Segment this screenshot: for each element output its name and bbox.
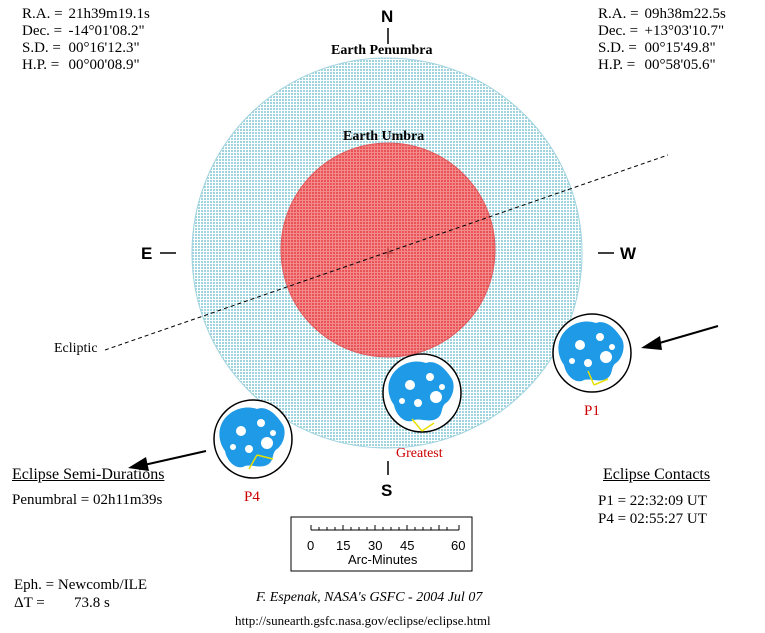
durations-heading: Eclipse Semi-Durations bbox=[12, 466, 165, 483]
sun-hp-label: H.P. = bbox=[22, 57, 60, 73]
ephemeris: Eph. = Newcomb/ILE bbox=[14, 577, 148, 593]
moon-sd-label: S.D. = bbox=[598, 40, 637, 56]
compass-north: N bbox=[381, 7, 394, 26]
delta-t-value: 73.8 s bbox=[74, 595, 110, 611]
sun-sd-label: S.D. = bbox=[22, 40, 61, 56]
source-url: http://sunearth.gsfc.nasa.gov/eclipse/ec… bbox=[235, 613, 491, 628]
contact-p1: P1 = 22:32:09 UT bbox=[598, 493, 707, 509]
contact-p4: P4 = 02:55:27 UT bbox=[598, 511, 707, 527]
sun-ra-label: R.A. = bbox=[22, 6, 63, 22]
moon-dec-value: +13°03'10.7" bbox=[644, 23, 725, 39]
penumbra-label: Earth Penumbra bbox=[331, 43, 433, 58]
compass-south: S bbox=[381, 481, 393, 500]
greatest-label: Greatest bbox=[396, 446, 443, 461]
moon-sd-value: 00°15'49.8" bbox=[644, 40, 716, 56]
scale-bar-box bbox=[290, 516, 473, 572]
moon-coordinates: R.A. = 09h38m22.5s Dec. = +13°03'10.7" S.D… bbox=[598, 6, 726, 74]
p4-label: P4 bbox=[244, 489, 260, 505]
scale-label: Arc-Minutes bbox=[348, 552, 418, 567]
sun-dec-label: Dec. = bbox=[22, 23, 63, 39]
scale-tick-30: 30 bbox=[368, 538, 383, 553]
scale-bar-ticks bbox=[310, 525, 460, 530]
arrow-p4-icon bbox=[128, 450, 207, 471]
moon-hp-value: 00°58'05.6" bbox=[644, 57, 716, 73]
moon-hp-label: H.P. = bbox=[598, 57, 636, 73]
moon-p4-icon bbox=[213, 399, 293, 479]
sun-hp-value: 00°00'08.9" bbox=[68, 57, 140, 73]
sun-coordinates: R.A. = 21h39m19.1s Dec. = -14°01'08.2" S.D… bbox=[22, 6, 150, 74]
ecliptic-label: Ecliptic bbox=[54, 341, 98, 356]
moon-ra-value: 09h38m22.5s bbox=[644, 6, 726, 22]
compass-west: W bbox=[620, 244, 637, 263]
scale-tick-45: 45 bbox=[400, 538, 415, 553]
delta-t-label: ΔT = bbox=[14, 595, 45, 611]
scale-tick-15: 15 bbox=[336, 538, 351, 553]
sun-ra-value: 21h39m19.1s bbox=[68, 6, 150, 22]
contacts-heading: Eclipse Contacts bbox=[603, 466, 711, 483]
sun-sd-value: 00°16'12.3" bbox=[68, 40, 140, 56]
scale-tick-0: 0 bbox=[307, 538, 315, 553]
moon-dec-label: Dec. = bbox=[598, 23, 639, 39]
ecliptic-line bbox=[104, 154, 669, 351]
moon-ra-label: R.A. = bbox=[598, 6, 639, 22]
umbra-label: Earth Umbra bbox=[343, 129, 425, 144]
compass-east: E bbox=[141, 244, 153, 263]
scale-tick-60: 60 bbox=[451, 538, 466, 553]
credit: F. Espenak, NASA's GSFC - 2004 Jul 07 bbox=[256, 590, 483, 605]
moon-greatest-icon bbox=[382, 353, 462, 433]
p1-label: P1 bbox=[584, 403, 600, 419]
penumbral-duration: Penumbral = 02h11m39s bbox=[12, 492, 163, 508]
arrow-p1-icon bbox=[641, 325, 719, 350]
moon-p1-icon bbox=[552, 313, 632, 393]
sun-dec-value: -14°01'08.2" bbox=[68, 23, 145, 39]
